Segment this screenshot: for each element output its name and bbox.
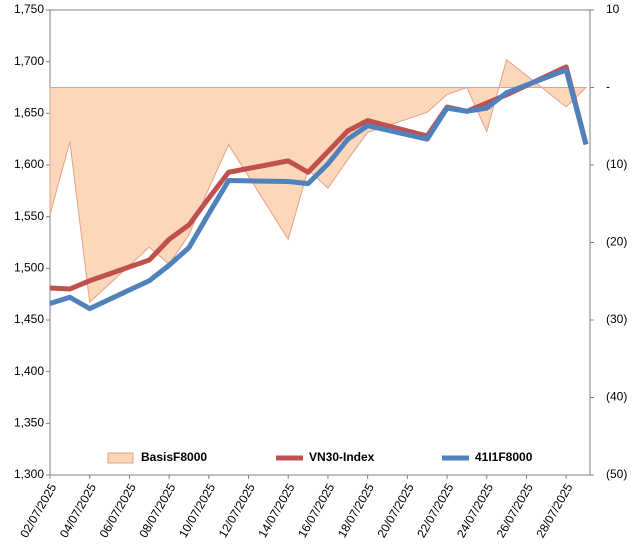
y-tick-label: 1,350 [14,416,44,430]
legend-label: VN30-Index [309,450,375,464]
y2-tick-label: (10) [606,157,627,171]
legend-label: 41I1F8000 [475,450,533,464]
x-tick-label: 10/07/2025 [176,481,218,540]
line [49,64,589,292]
y2-tick-label: (40) [606,390,627,404]
y2-tick-label: - [606,80,610,94]
x-tick-label: 12/07/2025 [216,481,258,540]
x-tick-label: 24/07/2025 [454,481,496,540]
x-tick-label: 22/07/2025 [414,481,456,540]
y2-tick-label: (30) [606,312,627,326]
y-tick-label: 1,750 [14,2,44,16]
area [49,58,588,304]
y-tick-label: 1,300 [14,467,44,481]
y-tick-label: 1,450 [14,312,44,326]
y-tick-label: 1,650 [14,106,44,120]
x-tick-label: 28/07/2025 [533,481,575,540]
y2-tick-label: (20) [606,235,627,249]
legend-swatch [107,452,134,464]
x-tick-label: 02/07/2025 [17,481,59,540]
y-tick-label: 1,700 [14,54,44,68]
x-tick-label: 14/07/2025 [255,481,297,540]
y-tick-label: 1,550 [14,209,44,223]
y-tick-label: 1,600 [14,157,44,171]
x-tick-label: 18/07/2025 [335,481,377,540]
line [49,67,589,312]
y-tick-label: 1,400 [14,364,44,378]
y2-tick-label: (50) [606,467,627,481]
y-tick-label: 1,500 [14,261,44,275]
x-tick-label: 04/07/2025 [57,481,99,540]
x-tick-label: 08/07/2025 [136,481,178,540]
y2-tick-label: 10 [606,2,620,16]
x-tick-label: 20/07/2025 [375,481,417,540]
x-tick-label: 06/07/2025 [97,481,139,540]
legend-label: BasisF8000 [141,450,207,464]
x-tick-label: 26/07/2025 [494,481,536,540]
x-tick-label: 16/07/2025 [295,481,337,540]
